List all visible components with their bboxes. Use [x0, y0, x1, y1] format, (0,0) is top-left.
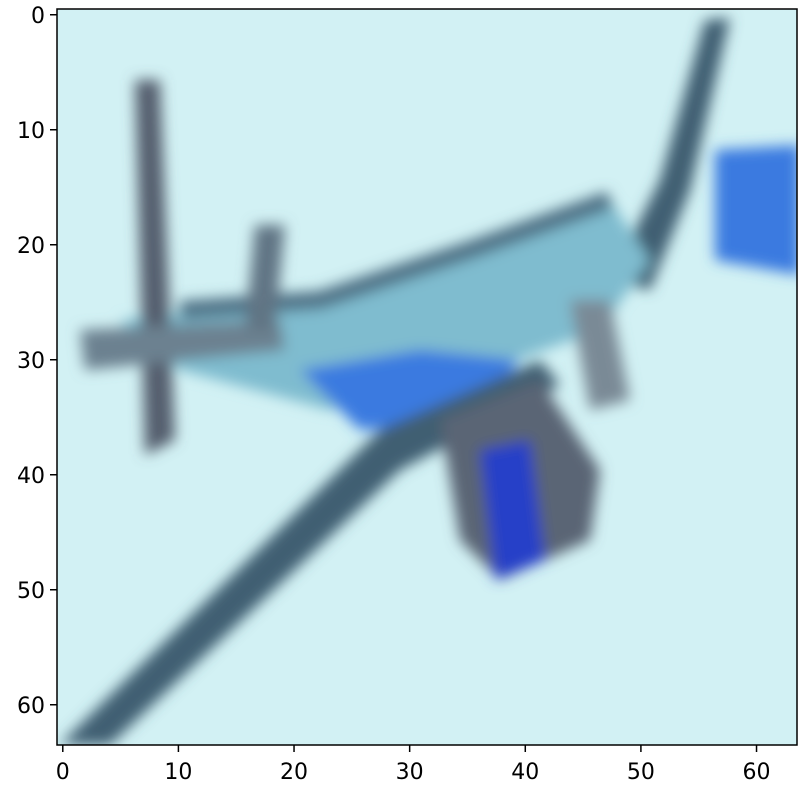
airplane-picture — [60, 18, 797, 745]
y-tick-label: 40 — [17, 464, 45, 489]
x-tick-label: 10 — [164, 760, 192, 785]
x-tick-label: 20 — [280, 760, 308, 785]
y-tick-label: 0 — [31, 4, 45, 29]
y-tick-label: 10 — [17, 119, 45, 144]
x-tick-label: 60 — [743, 760, 771, 785]
rear-fin-detail — [570, 300, 630, 410]
deep-blue-engine — [480, 440, 545, 580]
right-vertical-fin — [610, 18, 730, 290]
y-tick-label: 50 — [17, 579, 45, 604]
x-tick-label: 50 — [627, 760, 655, 785]
x-tick-label: 0 — [56, 760, 70, 785]
blue-stripe-upper-right — [715, 145, 797, 275]
small-tail-post — [245, 225, 285, 330]
y-tick-label: 20 — [17, 234, 45, 259]
axes-frame — [56, 8, 798, 746]
y-tick-label: 60 — [17, 694, 45, 719]
left-horizontal-tail — [80, 320, 285, 370]
y-axis: 0 10 20 30 40 50 60 — [17, 4, 57, 719]
displayed-image — [57, 9, 797, 745]
x-axis: 0 10 20 30 40 50 60 — [56, 745, 771, 785]
x-tick-label: 40 — [511, 760, 539, 785]
y-tick-label: 30 — [17, 349, 45, 374]
fuselage — [120, 200, 650, 410]
main-wing — [60, 360, 560, 745]
x-tick-label: 30 — [396, 760, 424, 785]
